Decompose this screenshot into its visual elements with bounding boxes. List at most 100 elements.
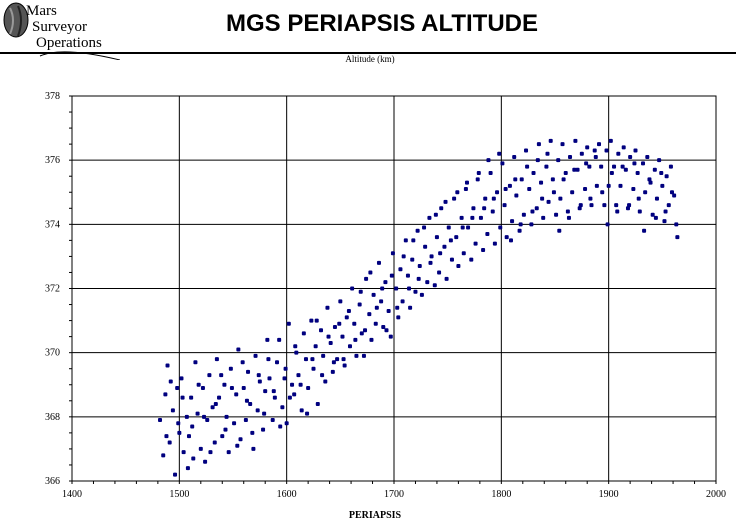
data-point [454,235,459,240]
data-point [235,443,240,448]
data-point [167,440,172,445]
data-point [577,206,582,211]
data-point [207,373,212,378]
data-point [459,215,464,220]
data-point [650,212,655,217]
data-point [609,171,614,175]
data-point [293,344,298,349]
data-point [448,238,453,243]
data-point [248,402,253,406]
data-point [331,360,336,365]
data-point [546,199,551,204]
data-point [600,190,605,195]
data-point [635,171,640,175]
data-point [637,209,642,214]
data-point [620,164,625,169]
data-point [568,154,573,159]
data-point [364,276,369,281]
data-point [584,161,589,166]
data-point [587,164,592,169]
data-point [415,228,420,233]
data-point [672,193,677,198]
data-point [256,373,261,378]
data-point [217,395,222,400]
data-point [271,389,276,394]
data-point [176,421,181,426]
data-point [238,437,243,442]
data-point [369,337,374,342]
data-point [475,177,480,182]
data-point [338,299,343,304]
data-point [165,363,170,368]
data-point [669,190,674,195]
data-point [659,171,664,175]
data-point [401,254,406,259]
data-point [529,222,534,227]
data-point [517,228,522,233]
data-point [347,344,352,349]
data-point [504,235,509,240]
data-point [434,235,439,240]
data-point [442,244,447,249]
data-point [416,276,421,281]
data-point [488,171,493,175]
data-point [483,196,488,201]
data-point [250,430,255,435]
data-point [321,353,326,358]
data-point [193,360,198,365]
data-point [602,203,607,208]
data-point [563,171,568,175]
data-point [675,235,680,240]
data-point [557,228,562,233]
logo-line-mars: Mars [26,3,57,19]
data-point [213,402,218,406]
data-point [668,164,673,169]
data-point [534,206,539,211]
data-point [589,203,594,208]
data-point [444,276,449,281]
data-point [261,427,266,432]
data-point [337,321,342,326]
data-point [173,472,178,477]
data-point [357,302,362,307]
data-point [512,154,517,159]
data-point [202,414,207,419]
data-point [234,392,239,397]
data-point [319,328,324,333]
data-point [220,434,225,439]
data-point [390,251,395,256]
data-point [558,196,563,201]
data-point [614,203,619,208]
data-point [185,466,190,471]
data-point [578,203,583,208]
data-point [210,405,215,410]
data-point [236,347,241,352]
data-point [491,196,496,201]
data-point [292,392,297,397]
data-point [621,145,626,150]
data-point [423,244,428,249]
data-point [208,450,213,455]
data-point [181,450,186,455]
data-point [170,408,175,413]
data-point [498,225,503,230]
data-point [432,283,437,288]
data-point [214,357,219,362]
data-point [314,318,319,323]
data-point [335,357,340,362]
data-point [380,286,385,291]
logo-line-surveyor: Surveyor [32,19,87,35]
data-point [608,138,613,143]
data-point [186,434,191,439]
data-point [280,405,285,410]
data-point [456,264,461,269]
data-point [631,187,636,192]
data-point [643,190,648,195]
data-point [648,180,653,185]
data-point [599,164,604,169]
data-point [212,440,217,445]
data-point [311,366,316,371]
y-tick-label: 366 [45,476,60,487]
data-point [570,190,575,195]
data-point [492,241,497,246]
